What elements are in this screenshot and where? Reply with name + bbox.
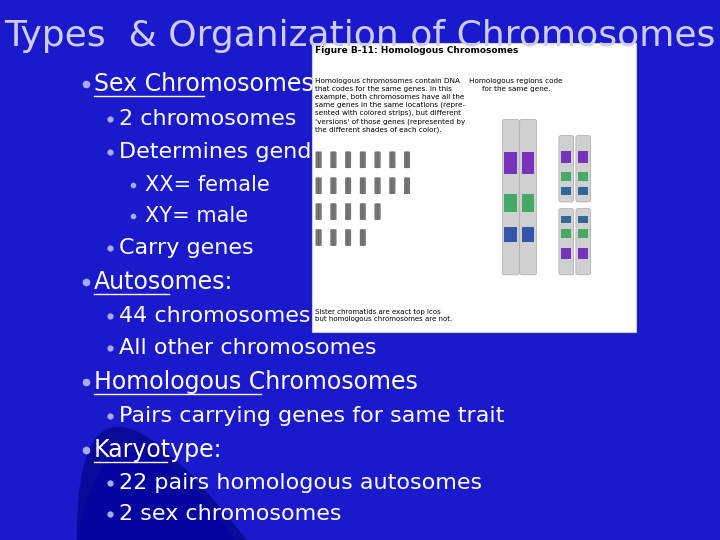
FancyBboxPatch shape [576, 208, 590, 275]
FancyBboxPatch shape [374, 152, 378, 168]
FancyBboxPatch shape [559, 208, 574, 275]
FancyBboxPatch shape [578, 229, 588, 238]
FancyBboxPatch shape [318, 230, 321, 246]
FancyBboxPatch shape [360, 204, 363, 220]
Text: XY= male: XY= male [145, 206, 248, 226]
Text: All other chromosomes: All other chromosomes [120, 338, 377, 359]
FancyBboxPatch shape [360, 230, 363, 246]
FancyBboxPatch shape [318, 152, 321, 168]
Text: XX= female: XX= female [145, 174, 269, 195]
FancyBboxPatch shape [316, 204, 319, 220]
FancyBboxPatch shape [312, 43, 636, 332]
Text: Carry genes: Carry genes [120, 238, 254, 259]
FancyBboxPatch shape [333, 178, 336, 194]
FancyBboxPatch shape [503, 119, 519, 275]
FancyBboxPatch shape [316, 178, 319, 194]
FancyBboxPatch shape [374, 204, 378, 220]
FancyBboxPatch shape [318, 204, 321, 220]
Text: Types  & Organization of Chromosomes: Types & Organization of Chromosomes [4, 19, 716, 53]
Text: Pairs carrying genes for same trait: Pairs carrying genes for same trait [120, 406, 505, 426]
Text: Autosomes:: Autosomes: [94, 271, 233, 294]
FancyBboxPatch shape [330, 204, 333, 220]
FancyBboxPatch shape [348, 230, 351, 246]
FancyBboxPatch shape [578, 187, 588, 195]
FancyBboxPatch shape [360, 178, 363, 194]
FancyBboxPatch shape [520, 119, 536, 275]
FancyBboxPatch shape [522, 227, 534, 242]
FancyBboxPatch shape [392, 178, 395, 194]
FancyBboxPatch shape [362, 204, 366, 220]
Text: 2 chromosomes: 2 chromosomes [120, 109, 297, 129]
FancyBboxPatch shape [348, 152, 351, 168]
FancyBboxPatch shape [362, 152, 366, 168]
FancyBboxPatch shape [316, 152, 319, 168]
FancyBboxPatch shape [505, 152, 517, 174]
Text: 22 pairs homologous autosomes: 22 pairs homologous autosomes [120, 473, 482, 494]
FancyBboxPatch shape [561, 172, 572, 181]
Text: Sex Chromosomes:: Sex Chromosomes: [94, 72, 321, 96]
FancyBboxPatch shape [360, 152, 363, 168]
FancyBboxPatch shape [377, 178, 380, 194]
FancyBboxPatch shape [377, 152, 380, 168]
FancyBboxPatch shape [77, 0, 643, 540]
Text: Determines gender: Determines gender [120, 142, 334, 163]
FancyBboxPatch shape [561, 187, 572, 195]
FancyBboxPatch shape [333, 230, 336, 246]
Text: 2 sex chromosomes: 2 sex chromosomes [120, 504, 342, 524]
PathPatch shape [77, 451, 235, 540]
FancyBboxPatch shape [578, 248, 588, 259]
FancyBboxPatch shape [578, 172, 588, 181]
FancyBboxPatch shape [333, 204, 336, 220]
FancyBboxPatch shape [348, 204, 351, 220]
FancyBboxPatch shape [377, 204, 380, 220]
FancyBboxPatch shape [559, 136, 574, 202]
Text: Homologous chromosomes contain DNA
that codes for the same genes. In this
exampl: Homologous chromosomes contain DNA that … [315, 78, 465, 133]
FancyBboxPatch shape [346, 230, 348, 246]
FancyBboxPatch shape [522, 194, 534, 212]
FancyBboxPatch shape [362, 178, 366, 194]
Text: Sister chromatids are exact top icos
but homologous chromosomes are not.: Sister chromatids are exact top icos but… [315, 309, 452, 322]
PathPatch shape [77, 427, 247, 540]
Text: Karyotype:: Karyotype: [94, 438, 222, 462]
FancyBboxPatch shape [374, 178, 378, 194]
FancyBboxPatch shape [561, 151, 572, 163]
Text: 44 chromosomes: 44 chromosomes [120, 306, 311, 326]
FancyBboxPatch shape [390, 152, 392, 168]
FancyBboxPatch shape [522, 152, 534, 174]
FancyBboxPatch shape [346, 152, 348, 168]
FancyBboxPatch shape [348, 178, 351, 194]
FancyBboxPatch shape [505, 227, 517, 242]
FancyBboxPatch shape [576, 136, 590, 202]
FancyBboxPatch shape [404, 152, 408, 168]
Text: Homologous regions code
for the same gene.: Homologous regions code for the same gen… [469, 78, 562, 92]
FancyBboxPatch shape [561, 215, 572, 223]
FancyBboxPatch shape [578, 215, 588, 223]
FancyBboxPatch shape [392, 152, 395, 168]
FancyBboxPatch shape [318, 178, 321, 194]
FancyBboxPatch shape [333, 152, 336, 168]
FancyBboxPatch shape [346, 204, 348, 220]
FancyBboxPatch shape [330, 152, 333, 168]
FancyBboxPatch shape [316, 230, 319, 246]
FancyBboxPatch shape [505, 194, 517, 212]
Text: Figure B-11: Homologous Chromosomes: Figure B-11: Homologous Chromosomes [315, 46, 518, 55]
FancyBboxPatch shape [330, 178, 333, 194]
FancyBboxPatch shape [561, 248, 572, 259]
FancyBboxPatch shape [390, 178, 392, 194]
FancyBboxPatch shape [407, 178, 410, 194]
FancyBboxPatch shape [346, 178, 348, 194]
FancyBboxPatch shape [407, 152, 410, 168]
FancyBboxPatch shape [561, 229, 572, 238]
FancyBboxPatch shape [578, 151, 588, 163]
FancyBboxPatch shape [330, 230, 333, 246]
Text: Homologous Chromosomes: Homologous Chromosomes [94, 370, 418, 394]
FancyBboxPatch shape [362, 230, 366, 246]
FancyBboxPatch shape [404, 178, 408, 194]
